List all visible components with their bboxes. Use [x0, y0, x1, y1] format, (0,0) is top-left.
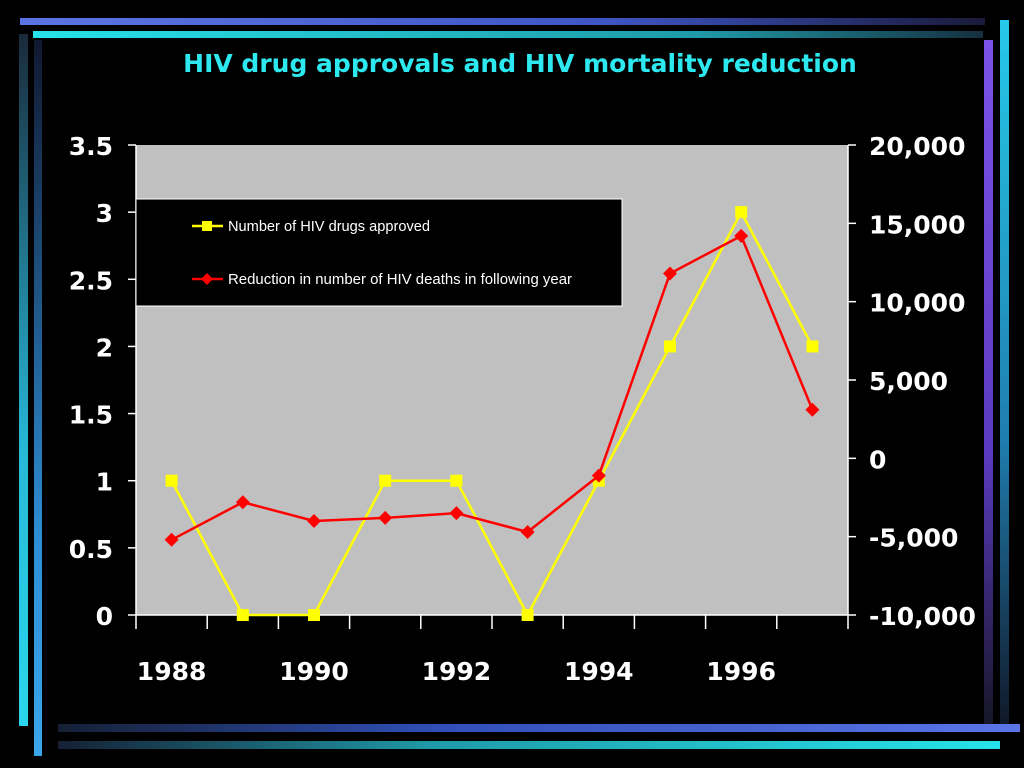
data-point-death-reduction	[591, 468, 606, 483]
data-point-death-reduction	[449, 506, 464, 521]
data-point-death-reduction	[164, 532, 179, 547]
slide-title: HIV drug approvals and HIV mortality red…	[183, 49, 857, 78]
x-axis-tick-label: 1994	[564, 657, 634, 686]
data-point-drugs-approved	[450, 474, 463, 487]
data-point-drugs-approved	[165, 474, 178, 487]
decorative-frame-left-bar	[19, 34, 28, 726]
left-axis-tick-label: 3	[96, 199, 113, 228]
chart-axes: 0 0.5 1 1.5 2 2.5 3 3.5 -10,000 -5,000 0 5,000 10,00…	[69, 132, 976, 686]
data-point-death-reduction	[520, 524, 535, 539]
data-point-drugs-approved	[806, 340, 819, 353]
decorative-frame-bottom-bar	[58, 741, 1000, 749]
left-axis-tick-label: 1	[96, 468, 113, 497]
decorative-frame-bottom-bar-inner	[58, 724, 1020, 732]
left-axis-tick-label: 0.5	[69, 535, 113, 564]
right-axis-tick-label: 15,000	[869, 210, 965, 239]
data-point-drugs-approved	[236, 609, 249, 621]
right-axis-tick-label: 10,000	[869, 289, 965, 318]
data-point-death-reduction	[663, 266, 677, 281]
data-point-drugs-approved	[664, 340, 676, 353]
series-line-death-reduction	[171, 234, 814, 541]
right-axis-tick-label: 0	[869, 445, 886, 474]
data-point-death-reduction	[805, 402, 820, 417]
left-axis-tick-label: 3.5	[69, 132, 113, 161]
x-axis-tick-label: 1988	[137, 657, 207, 686]
x-axis-tick-label: 1990	[279, 657, 349, 686]
legend-label-deaths: Reduction in number of HIV deaths in fol…	[228, 271, 572, 288]
series-line-drugs-approved	[170, 209, 814, 618]
x-axis-tick-label: 1996	[706, 657, 776, 686]
decorative-frame-right-bar	[1000, 20, 1009, 725]
right-axis-tick-label: -5,000	[869, 524, 958, 553]
data-point-death-reduction	[734, 228, 749, 243]
chart-series	[164, 206, 820, 621]
x-axis-tick-label: 1992	[422, 657, 492, 686]
decorative-frame-top-bar	[20, 18, 985, 25]
legend-label-drugs: Number of HIV drugs approved	[228, 218, 430, 235]
decorative-frame-top-bar-inner	[33, 31, 983, 38]
data-point-death-reduction	[235, 495, 250, 510]
data-point-drugs-approved	[308, 609, 320, 621]
left-axis-tick-label: 2.5	[69, 266, 113, 295]
right-axis-tick-label: -10,000	[869, 602, 976, 631]
legend-box	[135, 198, 623, 307]
right-axis-tick-label: 5,000	[869, 367, 948, 396]
data-point-drugs-approved	[735, 206, 748, 219]
legend-marker-deaths	[201, 273, 213, 285]
data-point-death-reduction	[378, 510, 393, 525]
chart-legend: Number of HIV drugs approved Reduction i…	[135, 198, 623, 307]
left-axis-tick-label: 2	[96, 333, 113, 362]
legend-marker-drugs	[202, 221, 212, 231]
decorative-frame-right-bar-inner	[984, 40, 993, 730]
data-point-drugs-approved	[521, 609, 534, 621]
data-point-drugs-approved	[379, 474, 392, 487]
decorative-frame-left-bar-inner	[34, 40, 42, 756]
left-axis-tick-label: 1.5	[69, 401, 113, 430]
left-axis-tick-label: 0	[96, 602, 113, 631]
data-point-death-reduction	[307, 514, 321, 528]
right-axis-tick-label: 20,000	[869, 132, 965, 161]
